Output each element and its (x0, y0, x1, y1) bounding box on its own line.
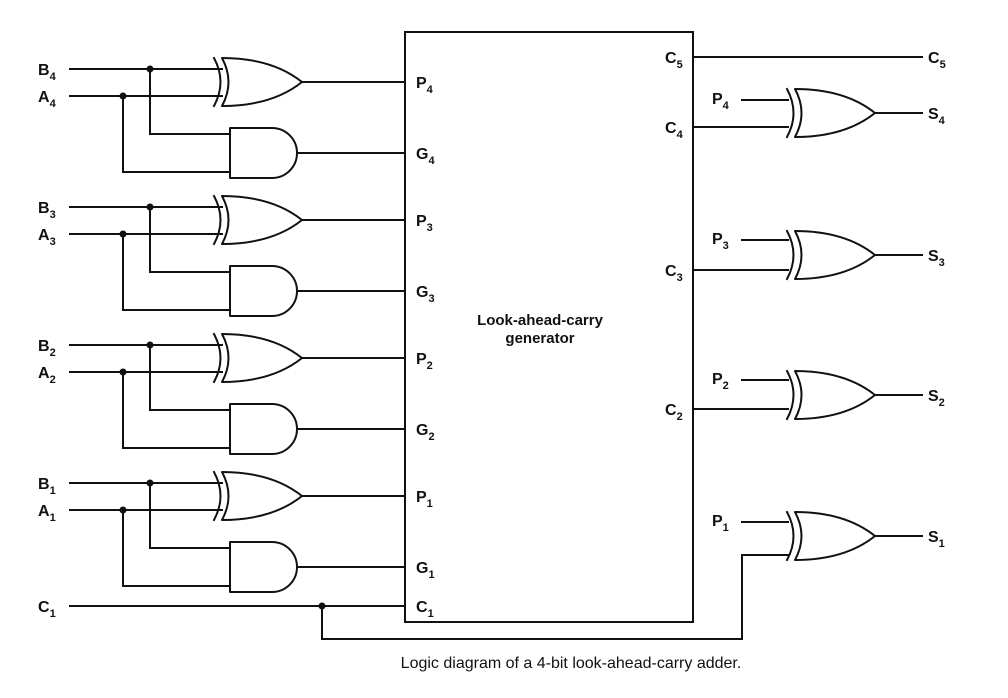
and-gate (229, 127, 298, 179)
generator-title-line2: generator (505, 330, 574, 347)
input-stage-3: B3 A3 P3 G3 (38, 194, 435, 317)
port-label-c3: C3 (665, 263, 683, 284)
sum-stage-2: C2 P2 S2 (665, 369, 945, 423)
junction-dot (146, 341, 154, 349)
port-label-c4: C4 (665, 120, 684, 141)
port-label-g1: G1 (416, 560, 435, 581)
junction-dot (119, 230, 127, 238)
input-stage-1: B1 A1 P1 G1 (38, 470, 435, 593)
output-label-s3: S3 (928, 248, 945, 269)
xor-gate (785, 87, 876, 139)
input-label-b4: B4 (38, 62, 57, 83)
xor-gate (212, 56, 303, 108)
output-label-s1: S1 (928, 529, 945, 550)
xor-gate (785, 510, 876, 562)
output-label-c5: C5 (928, 50, 946, 71)
input-label-a2: A2 (38, 365, 56, 386)
input-label-b1: B1 (38, 476, 56, 497)
port-label-c2: C2 (665, 402, 683, 423)
sum-input-label-p4: P4 (712, 91, 730, 112)
xor-gate (785, 229, 876, 281)
port-label-p1: P1 (416, 489, 433, 510)
sum-input-label-p2: P2 (712, 371, 729, 392)
sum-stage-4: C4 P4 S4 (665, 87, 946, 141)
output-label-s2: S2 (928, 388, 945, 409)
junction-dot (146, 65, 154, 73)
and-gate (229, 403, 298, 455)
and-gate (229, 541, 298, 593)
input-label-a4: A4 (38, 89, 57, 110)
sum-stage-3: C3 P3 S3 (665, 229, 945, 284)
input-label-a3: A3 (38, 227, 56, 248)
input-label-a1: A1 (38, 503, 56, 524)
xor-gate (212, 194, 303, 246)
junction-dot (146, 203, 154, 211)
port-label-g3: G3 (416, 284, 435, 305)
junction-dot (119, 368, 127, 376)
xor-gate (212, 470, 303, 522)
port-label-g4: G4 (416, 146, 435, 167)
sum-input-label-p1: P1 (712, 513, 729, 534)
and-gate (229, 265, 298, 317)
xor-gate (212, 332, 303, 384)
port-label-p3: P3 (416, 213, 433, 234)
generator-title-line1: Look-ahead-carry (477, 312, 604, 329)
input-stage-4: B4 A4 P4 G4 (38, 56, 435, 179)
input-label-c1: C1 (38, 599, 56, 620)
input-label-b3: B3 (38, 200, 56, 221)
port-label-c5: C5 (665, 50, 683, 71)
xor-gate (785, 369, 876, 421)
input-stage-2: B2 A2 P2 G2 (38, 332, 435, 455)
diagram-caption: Logic diagram of a 4-bit look-ahead-carr… (401, 655, 742, 672)
junction-dot (119, 92, 127, 100)
carry-out-c5: C5 C5 (665, 50, 946, 71)
junction-dot (146, 479, 154, 487)
port-label-p2: P2 (416, 351, 433, 372)
sum-input-label-p3: P3 (712, 231, 729, 252)
carry-in: C1 C1 (38, 554, 789, 640)
input-label-b2: B2 (38, 338, 56, 359)
junction-dot (119, 506, 127, 514)
port-label-p4: P4 (416, 75, 434, 96)
port-label-g2: G2 (416, 422, 435, 443)
sum-stage-1: P1 S1 (712, 510, 945, 562)
lookahead-carry-generator (404, 31, 694, 623)
port-label-c1: C1 (416, 599, 434, 620)
output-label-s4: S4 (928, 106, 946, 127)
